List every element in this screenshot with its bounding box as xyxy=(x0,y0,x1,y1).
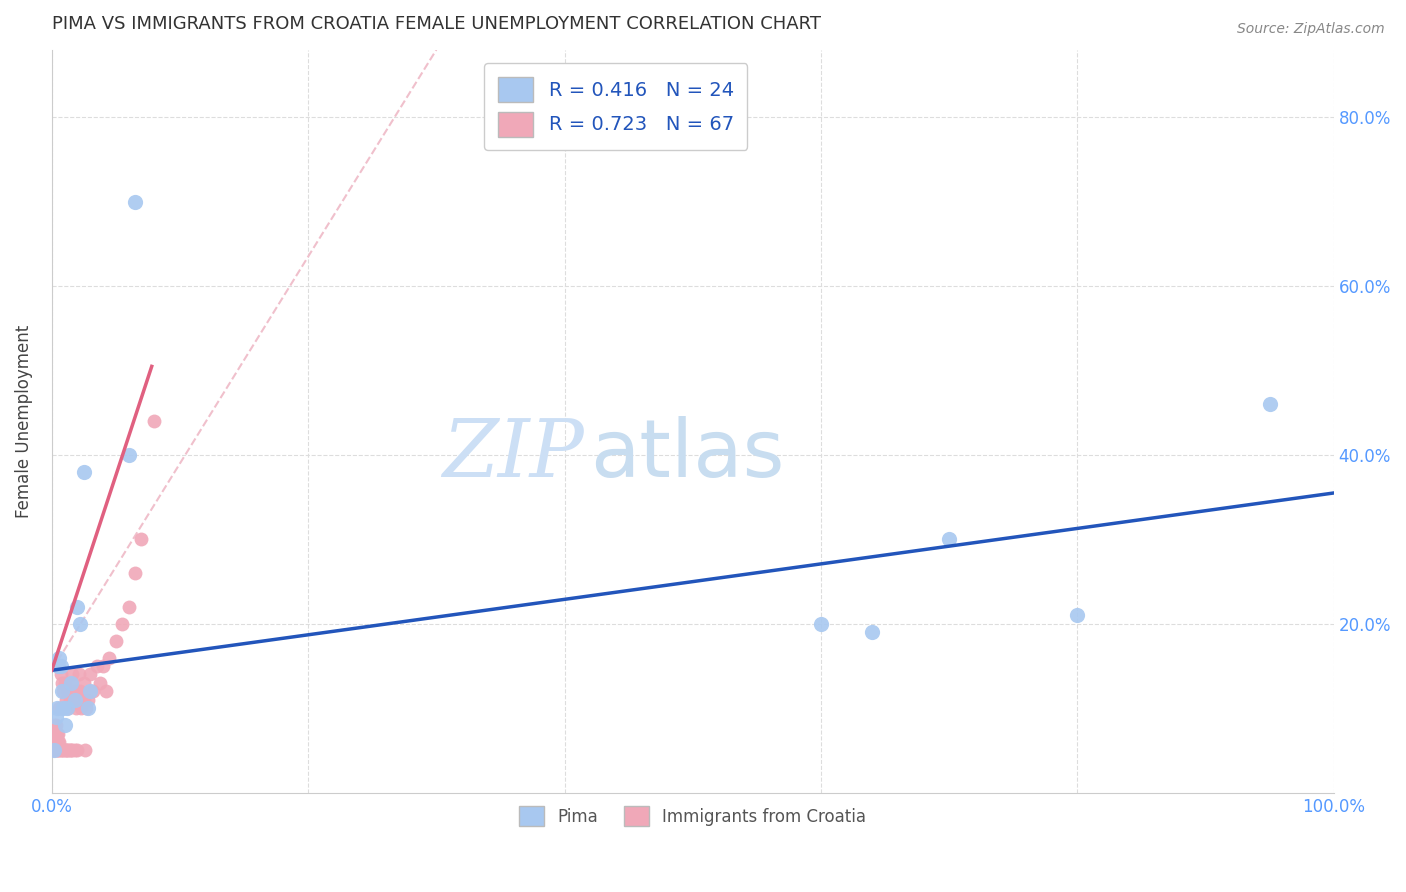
Point xyxy=(44,735,66,749)
Point xyxy=(104,633,127,648)
Point xyxy=(52,701,75,715)
Point xyxy=(63,684,86,698)
Point xyxy=(89,676,111,690)
Point xyxy=(63,693,86,707)
Text: ZIP: ZIP xyxy=(441,416,583,493)
Point xyxy=(124,194,146,209)
Point xyxy=(45,709,67,723)
Point xyxy=(45,743,67,757)
Legend: Pima, Immigrants from Croatia: Pima, Immigrants from Croatia xyxy=(509,796,876,837)
Point xyxy=(118,448,141,462)
Point xyxy=(143,414,166,428)
Point xyxy=(73,693,96,707)
Point xyxy=(51,743,73,757)
Point xyxy=(76,693,98,707)
Point xyxy=(51,701,73,715)
Point xyxy=(66,743,89,757)
Point xyxy=(53,718,76,732)
Point xyxy=(45,735,67,749)
Point xyxy=(46,743,69,757)
Point xyxy=(65,701,87,715)
Point xyxy=(1258,397,1281,411)
Point xyxy=(42,726,65,740)
Point xyxy=(73,676,96,690)
Point xyxy=(60,667,83,681)
Point xyxy=(49,659,72,673)
Point xyxy=(55,693,77,707)
Point xyxy=(118,599,141,614)
Point xyxy=(59,743,82,757)
Point xyxy=(59,676,82,690)
Point xyxy=(45,743,67,757)
Point xyxy=(42,735,65,749)
Point xyxy=(124,566,146,581)
Point xyxy=(66,684,89,698)
Point xyxy=(62,693,84,707)
Point xyxy=(131,533,153,547)
Point xyxy=(86,659,108,673)
Point xyxy=(60,743,83,757)
Point xyxy=(48,650,70,665)
Point xyxy=(111,616,134,631)
Point xyxy=(79,667,101,681)
Point xyxy=(82,684,104,698)
Point xyxy=(53,676,76,690)
Text: PIMA VS IMMIGRANTS FROM CROATIA FEMALE UNEMPLOYMENT CORRELATION CHART: PIMA VS IMMIGRANTS FROM CROATIA FEMALE U… xyxy=(52,15,821,33)
Point xyxy=(48,735,70,749)
Point xyxy=(44,718,66,732)
Point xyxy=(75,701,97,715)
Point xyxy=(56,701,79,715)
Point xyxy=(53,743,76,757)
Point xyxy=(79,684,101,698)
Point xyxy=(52,743,75,757)
Text: atlas: atlas xyxy=(591,416,785,493)
Point xyxy=(44,743,66,757)
Point xyxy=(58,743,80,757)
Point xyxy=(94,684,117,698)
Point xyxy=(91,659,114,673)
Point xyxy=(46,735,69,749)
Point xyxy=(69,684,91,698)
Point xyxy=(52,684,75,698)
Point xyxy=(46,659,69,673)
Point xyxy=(67,667,90,681)
Point xyxy=(1066,608,1088,623)
Point xyxy=(76,701,98,715)
Point xyxy=(59,693,82,707)
Point xyxy=(48,743,70,757)
Point xyxy=(59,743,82,757)
Point xyxy=(810,616,832,631)
Point xyxy=(45,726,67,740)
Point xyxy=(45,701,67,715)
Point xyxy=(860,625,883,640)
Point xyxy=(73,465,96,479)
Point xyxy=(75,743,97,757)
Point xyxy=(48,701,70,715)
Point xyxy=(98,650,121,665)
Point xyxy=(56,684,79,698)
Point xyxy=(45,735,67,749)
Point xyxy=(58,701,80,715)
Point xyxy=(46,726,69,740)
Point xyxy=(45,726,67,740)
Point xyxy=(59,676,82,690)
Point xyxy=(42,743,65,757)
Point xyxy=(56,743,79,757)
Y-axis label: Female Unemployment: Female Unemployment xyxy=(15,325,32,518)
Point xyxy=(66,599,89,614)
Point xyxy=(55,743,77,757)
Point xyxy=(49,667,72,681)
Point xyxy=(51,684,73,698)
Point xyxy=(63,743,86,757)
Point xyxy=(69,616,91,631)
Point xyxy=(70,701,93,715)
Point xyxy=(44,743,66,757)
Text: Source: ZipAtlas.com: Source: ZipAtlas.com xyxy=(1237,22,1385,37)
Point xyxy=(49,743,72,757)
Point xyxy=(45,718,67,732)
Point xyxy=(51,676,73,690)
Point xyxy=(938,533,960,547)
